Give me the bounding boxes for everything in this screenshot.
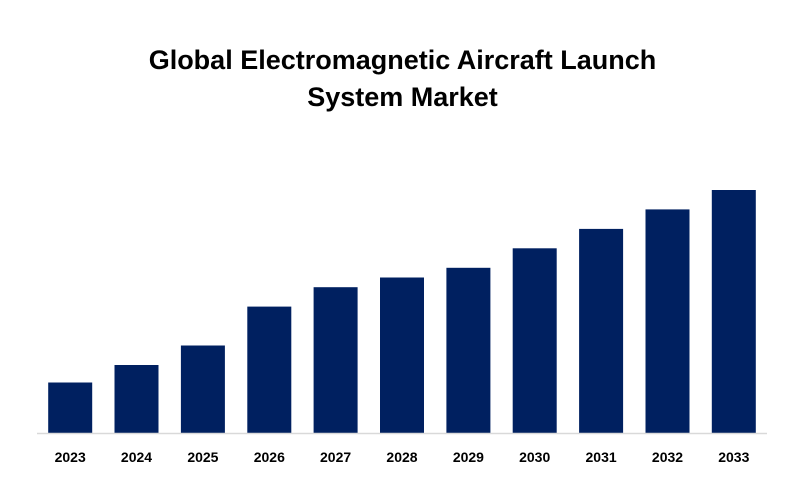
x-tick-label-2029: 2029 [453, 449, 484, 465]
bar-2029 [446, 267, 491, 433]
x-tick-label-2031: 2031 [586, 449, 617, 465]
chart-title-line-1: Global Electromagnetic Aircraft Launch [148, 45, 657, 75]
x-tick-label-2033: 2033 [718, 449, 749, 465]
bar-2023 [48, 382, 93, 433]
bar-2024 [114, 365, 159, 433]
chart-title: Global Electromagnetic Aircraft Launch S… [0, 42, 805, 116]
x-tick-label-2024: 2024 [121, 449, 152, 465]
bar-2031 [579, 228, 624, 433]
bar-2027 [313, 287, 358, 433]
bar-2028 [380, 277, 424, 433]
bar-2030 [512, 248, 557, 433]
bar-2025 [180, 345, 225, 433]
x-tick-label-2032: 2032 [652, 449, 683, 465]
x-tick-label-2030: 2030 [519, 449, 550, 465]
x-tick-label-2025: 2025 [187, 449, 218, 465]
bar-2032 [645, 209, 690, 433]
chart-title-line-2: System Market [307, 82, 498, 112]
x-tick-label-2028: 2028 [386, 449, 417, 465]
bar-2026 [247, 306, 292, 433]
bar-2033 [711, 190, 756, 433]
x-tick-label-2023: 2023 [55, 449, 86, 465]
x-tick-label-2026: 2026 [254, 449, 285, 465]
x-tick-label-2027: 2027 [320, 449, 351, 465]
